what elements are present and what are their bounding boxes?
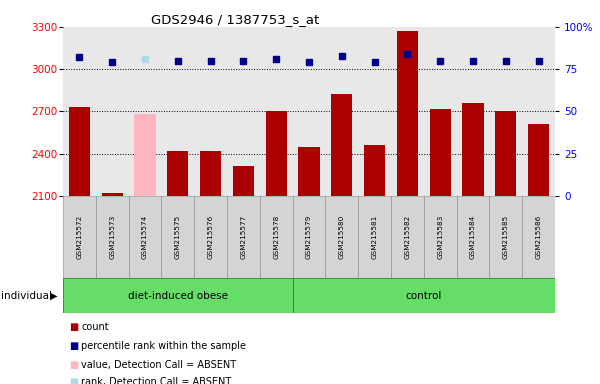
Text: count: count [81,322,109,332]
Text: GSM215572: GSM215572 [76,215,82,259]
Bar [227,196,260,278]
Text: GSM215579: GSM215579 [306,215,312,259]
Bar [490,196,522,278]
Text: GSM215586: GSM215586 [536,215,542,259]
Bar [528,124,549,196]
Bar [134,114,155,196]
Text: GSM215574: GSM215574 [142,215,148,259]
Bar [293,278,555,313]
Text: control: control [406,291,442,301]
Bar [63,278,293,313]
Bar [96,196,128,278]
Text: GSM215585: GSM215585 [503,215,509,259]
Bar [325,196,358,278]
Text: individual: individual [1,291,52,301]
Bar [424,196,457,278]
Bar [233,166,254,196]
Bar [430,109,451,196]
Bar [200,151,221,196]
Bar [194,196,227,278]
Text: GSM215584: GSM215584 [470,215,476,259]
Bar [266,111,287,196]
Bar [397,31,418,196]
Bar [298,147,320,196]
Text: GSM215578: GSM215578 [273,215,279,259]
Bar [161,196,194,278]
Text: value, Detection Call = ABSENT: value, Detection Call = ABSENT [81,360,236,370]
Text: diet-induced obese: diet-induced obese [128,291,228,301]
Text: GSM215583: GSM215583 [437,215,443,259]
Text: GSM215581: GSM215581 [371,215,377,259]
Text: GSM215575: GSM215575 [175,215,181,259]
Bar [69,107,90,196]
Title: GDS2946 / 1387753_s_at: GDS2946 / 1387753_s_at [151,13,319,26]
Text: GSM215577: GSM215577 [241,215,247,259]
Text: GSM215573: GSM215573 [109,215,115,259]
Text: ■: ■ [69,377,78,384]
Text: GSM215576: GSM215576 [208,215,214,259]
Bar [391,196,424,278]
Bar [522,196,555,278]
Bar [495,111,517,196]
Text: ▶: ▶ [50,291,58,301]
Text: ■: ■ [69,341,78,351]
Text: ■: ■ [69,322,78,332]
Bar [260,196,293,278]
Text: GSM215582: GSM215582 [404,215,410,259]
Bar [128,196,161,278]
Bar [457,196,490,278]
Text: GSM215580: GSM215580 [339,215,345,259]
Bar [293,196,325,278]
Bar [463,103,484,196]
Text: percentile rank within the sample: percentile rank within the sample [81,341,246,351]
Bar [63,196,96,278]
Text: ■: ■ [69,360,78,370]
Bar [331,94,352,196]
Bar [101,193,123,196]
Bar [364,145,385,196]
Text: rank, Detection Call = ABSENT: rank, Detection Call = ABSENT [81,377,231,384]
Bar [167,151,188,196]
Bar [358,196,391,278]
